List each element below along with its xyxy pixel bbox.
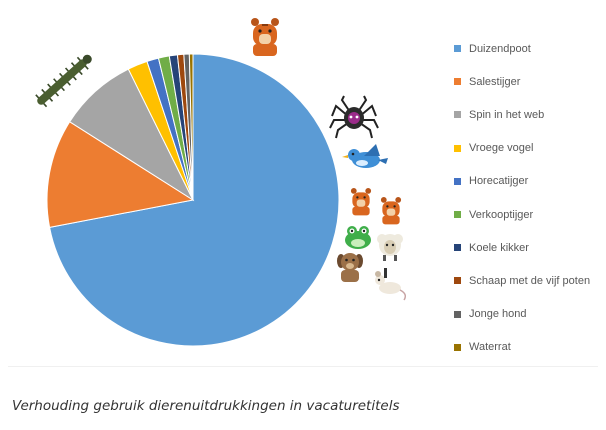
spider-icon [329,95,379,139]
bird-icon [342,144,388,168]
legend-label: Vroege vogel [469,142,534,155]
tiger-icon [380,197,402,225]
tiger-icon [350,188,372,216]
legend-swatch [454,45,461,53]
legend-swatch [454,211,461,219]
legend-item: Koele kikker [454,231,604,264]
legend-item: Horecatijger [454,165,604,198]
legend-swatch [454,78,461,86]
legend-label: Schaap met de vijf poten [469,274,591,287]
legend-label: Spin in het web [469,108,545,121]
legend-swatch [454,343,461,351]
legend-item: Jonge hond [454,298,604,331]
pie-slice-waterrat [188,53,194,201]
legend-label: Duizendpoot [469,42,531,55]
legend-item: Salestijger [454,65,604,98]
legend-item: Waterrat [454,331,604,364]
legend-swatch [454,111,461,119]
legend-label: Jonge hond [469,308,527,321]
legend-item: Duizendpoot [454,32,604,65]
legend-swatch [454,144,461,152]
legend-swatch [454,244,461,252]
chart-caption: Verhouding gebruik dierenuitdrukkingen i… [12,398,400,414]
legend-label: Koele kikker [469,241,529,254]
pie-chart [35,18,407,347]
frog-icon [345,226,371,249]
legend-swatch [454,310,461,318]
legend-item: Spin in het web [454,98,604,131]
legend-label: Salestijger [469,75,521,88]
centipede-icon [35,54,92,108]
pie-slice-salestijger [46,121,195,228]
pie-slice-duizendpoot [49,53,340,347]
legend-item: Schaap met de vijf poten [454,264,604,297]
legend: Duizendpoot Salestijger Spin in het web Vro… [454,32,604,364]
legend-label: Waterrat [469,341,511,354]
rat-icon [375,268,407,301]
legend-label: Horecatijger [469,175,529,188]
legend-item: Verkooptijger [454,198,604,231]
dog-icon [337,253,363,282]
tiger-icon [251,18,279,56]
sheep-icon [377,234,403,261]
legend-swatch [454,277,461,285]
legend-item: Vroege vogel [454,132,604,165]
legend-label: Verkooptijger [469,208,534,221]
legend-swatch [454,177,461,185]
caption-divider [8,366,598,367]
